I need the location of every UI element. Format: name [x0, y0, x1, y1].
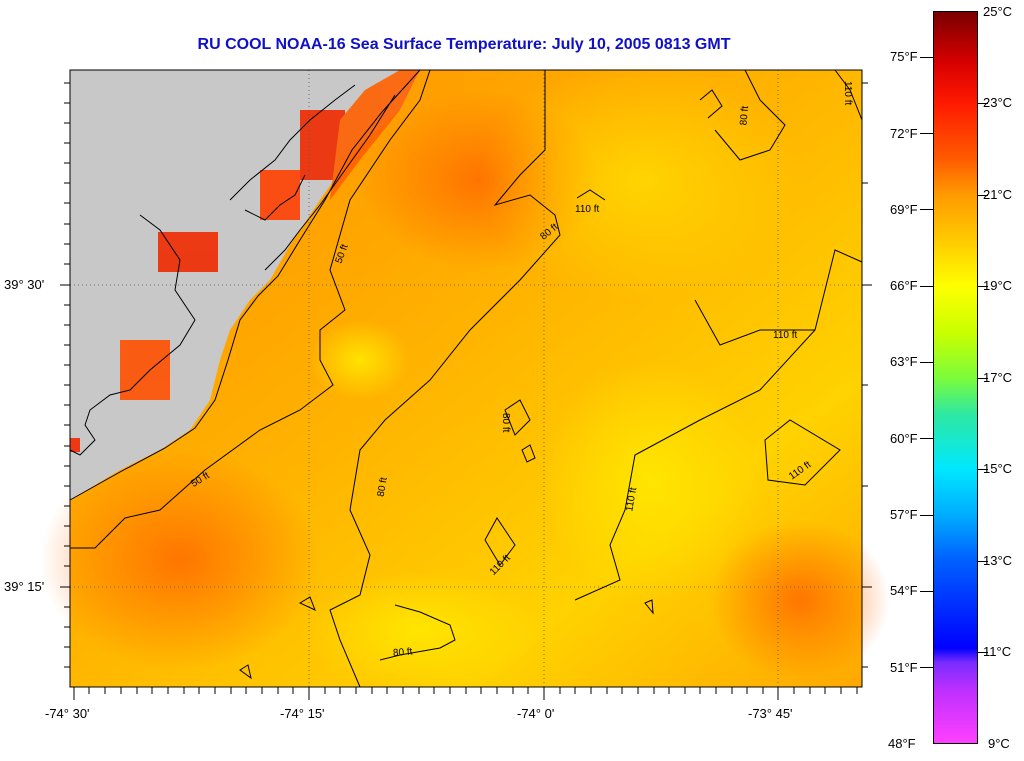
colorbar-f-label: 48°F [888, 736, 916, 751]
contour-label: 110 ft [773, 330, 797, 341]
colorbar-c-label: 17°C [983, 370, 1013, 385]
contour-small-loop [521, 444, 536, 463]
contour-small-loop [644, 599, 654, 615]
contour-110ft-small [576, 189, 606, 201]
contour-80ft-north2 [714, 69, 786, 161]
contour-80ft-north [699, 89, 723, 119]
contour-110ft-loop [764, 419, 841, 486]
x-tick-label: -74° 0' [517, 706, 555, 721]
colorbar-f-label: 72°F [890, 126, 918, 141]
y-tick-label: 39° 30' [4, 277, 45, 292]
colorbar-c-label: 15°C [983, 461, 1013, 476]
colorbar-c-label: 21°C [983, 187, 1013, 202]
frame-ticks [60, 82, 872, 700]
colorbar-f-label: 75°F [890, 49, 918, 64]
contour-small-loop [298, 596, 316, 611]
map-title: RU COOL NOAA-16 Sea Surface Temperature:… [197, 36, 731, 53]
coastal-warm-band [70, 70, 420, 452]
colorbar-c-label: 23°C [983, 95, 1013, 110]
y-tick-label: 39° 15' [4, 579, 45, 594]
bathymetry-contours [70, 69, 863, 688]
colorbar-c-label: 9°C [988, 736, 1010, 751]
colorbar-c-label: 25°C [983, 4, 1013, 19]
contour-label: 80 ft [738, 105, 751, 126]
colorbar-f-label: 60°F [890, 431, 918, 446]
colorbar-f-label: 54°F [890, 583, 918, 598]
contour-small-loop [484, 517, 516, 566]
contour-small-loop [504, 399, 531, 436]
contour-label: 80 ft [376, 476, 390, 497]
graticule [70, 70, 862, 687]
colorbar-f-label: 51°F [890, 660, 918, 675]
warm-patch [710, 520, 890, 680]
x-tick-label: -74° 15' [280, 706, 325, 721]
colorbar-f-label: 66°F [890, 278, 918, 293]
x-tick-label: -74° 30' [45, 706, 90, 721]
warm-patch [40, 450, 320, 670]
contour-label: 110 ft [624, 486, 639, 512]
colorbar-f-label: 57°F [890, 507, 918, 522]
temperature-colorbar [933, 11, 978, 744]
cool-patch [310, 320, 410, 400]
contour-label: 110 ft [575, 204, 599, 215]
colorbar-f-label: 69°F [890, 202, 918, 217]
contour-50ft [70, 69, 431, 549]
cool-patch [300, 570, 540, 690]
cool-patch [540, 360, 760, 600]
colorbar-c-label: 13°C [983, 553, 1013, 568]
x-tick-label: -73° 45' [748, 706, 793, 721]
contour-small-loop [239, 664, 252, 680]
contour-110ft-east [694, 299, 815, 346]
contour-label: 110 ft [842, 81, 853, 105]
cool-patch [480, 60, 800, 300]
colorbar-f-label: 63°F [890, 354, 918, 369]
contour-label: 80 ft [393, 646, 414, 659]
contour-80ft [329, 70, 561, 688]
contour-110ft-ne [834, 69, 863, 121]
contour-110ft [574, 249, 863, 601]
coastline [69, 69, 421, 501]
colorbar-c-label: 19°C [983, 278, 1013, 293]
contour-80ft-south [379, 604, 456, 661]
colorbar-c-label: 11°C [983, 644, 1012, 659]
contour-label: 80 ft [500, 413, 511, 433]
